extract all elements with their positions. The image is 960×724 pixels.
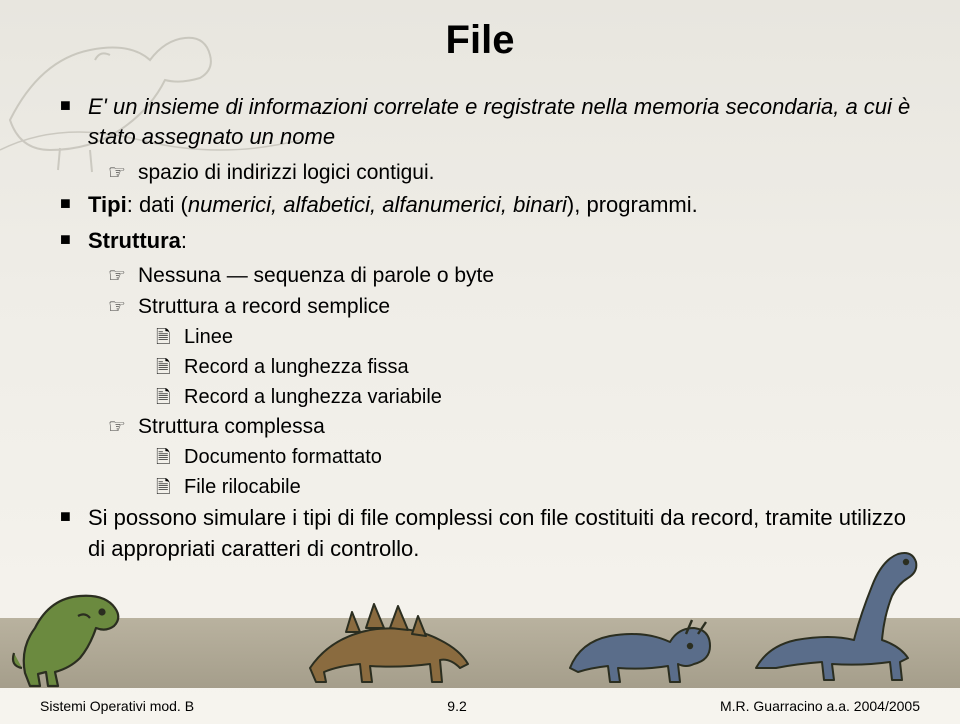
- hand-bullet-icon: ☞: [108, 159, 138, 187]
- doc-bullet-icon: 🗎: [156, 474, 184, 500]
- structure-complex: ☞ Struttura complessa: [108, 413, 920, 442]
- brontosaurus-icon: [750, 528, 950, 688]
- address-space-text: spazio di indirizzi logici contigui.: [138, 159, 920, 188]
- square-bullet-icon: ■: [60, 224, 88, 254]
- triceratops-icon: [560, 568, 720, 688]
- structure-label: Struttura: [88, 228, 181, 253]
- stegosaurus-icon: [300, 568, 480, 688]
- slide: File ■ E' un insieme di informazioni cor…: [0, 0, 960, 724]
- bullet-types: ■ Tipi: dati (numerici, alfabetici, alfa…: [60, 190, 920, 220]
- doc-bullet-icon: 🗎: [156, 444, 184, 470]
- hand-bullet-icon: ☞: [108, 413, 138, 441]
- structure-simple-text: Struttura a record semplice: [138, 293, 920, 322]
- footer-band: [0, 618, 960, 688]
- structure-none-text: Nessuna — sequenza di parole o byte: [138, 262, 920, 291]
- footer-left: Sistemi Operativi mod. B: [40, 698, 194, 714]
- doc-bullet-icon: 🗎: [156, 324, 184, 350]
- trex-icon: [10, 568, 150, 688]
- footer-page-number: 9.2: [447, 698, 466, 714]
- bullet-structure: ■ Struttura:: [60, 226, 920, 256]
- complex-formatted-text: Documento formattato: [184, 444, 920, 472]
- record-lines: 🗎 Linee: [156, 324, 920, 352]
- square-bullet-icon: ■: [60, 501, 88, 531]
- complex-relocatable-text: File rilocabile: [184, 474, 920, 502]
- record-lines-text: Linee: [184, 324, 920, 352]
- structure-text: Struttura:: [88, 226, 920, 256]
- record-variable: 🗎 Record a lunghezza variabile: [156, 384, 920, 412]
- types-sep: : dati (: [127, 192, 188, 217]
- structure-complex-text: Struttura complessa: [138, 413, 920, 442]
- record-fixed-text: Record a lunghezza fissa: [184, 354, 920, 382]
- complex-relocatable: 🗎 File rilocabile: [156, 474, 920, 502]
- slide-title: File: [0, 18, 960, 63]
- structure-colon: :: [181, 228, 187, 253]
- complex-formatted-doc: 🗎 Documento formattato: [156, 444, 920, 472]
- slide-content: ■ E' un insieme di informazioni correlat…: [60, 92, 920, 570]
- types-list: numerici, alfabetici, alfanumerici, bina…: [188, 192, 567, 217]
- structure-none: ☞ Nessuna — sequenza di parole o byte: [108, 262, 920, 291]
- square-bullet-icon: ■: [60, 188, 88, 218]
- structure-simple-record: ☞ Struttura a record semplice: [108, 293, 920, 322]
- hand-bullet-icon: ☞: [108, 293, 138, 321]
- hand-bullet-icon: ☞: [108, 262, 138, 290]
- square-bullet-icon: ■: [60, 90, 88, 120]
- bullet-definition: ■ E' un insieme di informazioni correlat…: [60, 92, 920, 153]
- slide-footer: Sistemi Operativi mod. B 9.2 M.R. Guarra…: [0, 698, 960, 714]
- doc-bullet-icon: 🗎: [156, 384, 184, 410]
- record-variable-text: Record a lunghezza variabile: [184, 384, 920, 412]
- footer-right: M.R. Guarracino a.a. 2004/2005: [720, 698, 920, 714]
- doc-bullet-icon: 🗎: [156, 354, 184, 380]
- record-fixed: 🗎 Record a lunghezza fissa: [156, 354, 920, 382]
- types-label: Tipi: [88, 192, 127, 217]
- types-text: Tipi: dati (numerici, alfabetici, alfanu…: [88, 190, 920, 220]
- sub-bullet-address-space: ☞ spazio di indirizzi logici contigui.: [108, 159, 920, 188]
- types-end: ), programmi.: [567, 192, 698, 217]
- definition-text: E' un insieme di informazioni correlate …: [88, 92, 920, 153]
